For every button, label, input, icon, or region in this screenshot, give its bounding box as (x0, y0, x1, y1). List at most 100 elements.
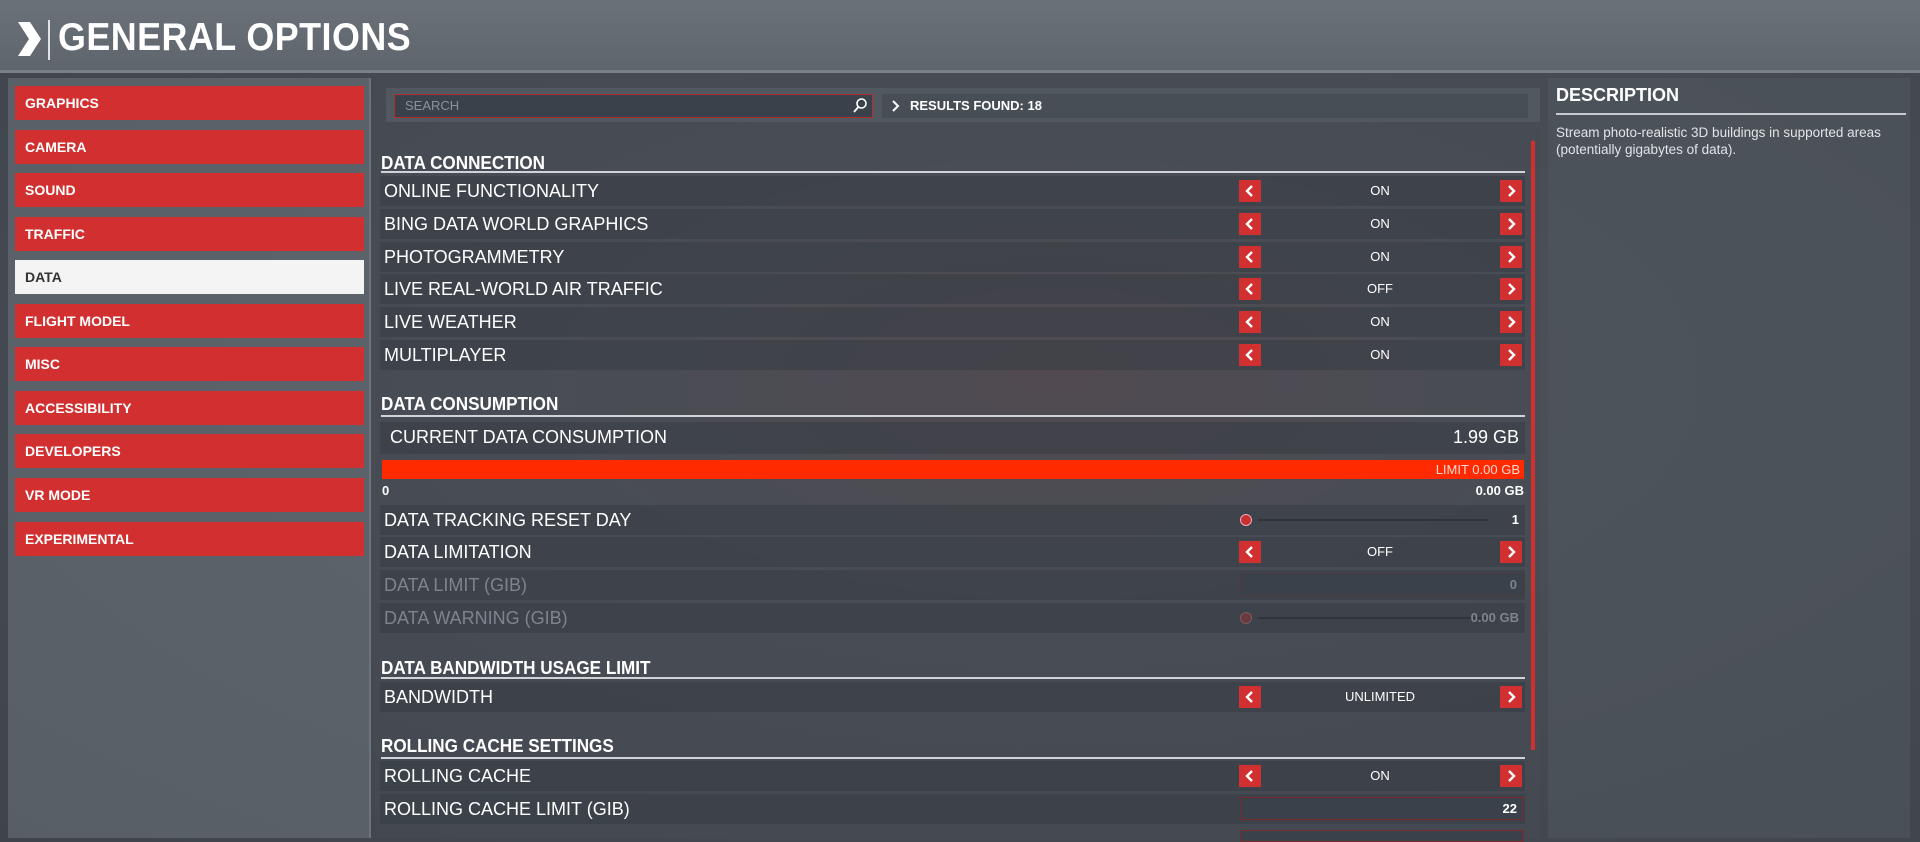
setting-row-live-weather: LIVE WEATHER ON (380, 307, 1525, 337)
chevron-left-icon (1245, 691, 1253, 703)
setting-label: MULTIPLAYER (384, 345, 507, 365)
chevron-left-icon (1245, 316, 1253, 328)
previous-option-button[interactable] (1239, 246, 1261, 268)
number-input[interactable] (1240, 830, 1524, 842)
sidebar-item-camera[interactable]: CAMERA (15, 130, 364, 164)
scrollbar[interactable] (1531, 141, 1535, 750)
setting-label: DATA TRACKING RESET DAY (384, 510, 632, 530)
sidebar-item-graphics[interactable]: GRAPHICS (15, 86, 364, 120)
setting-label: DATA LIMITATION (384, 542, 532, 562)
setting-value: ON (1370, 347, 1390, 362)
setting-row-data-limit-gib: DATA LIMIT (GIB) 0 (380, 570, 1525, 600)
chevron-right-icon (1508, 316, 1516, 328)
setting-value: ON (1370, 183, 1390, 198)
setting-row-photogrammetry: PHOTOGRAMMETRY ON (380, 242, 1525, 272)
previous-option-button[interactable] (1239, 686, 1261, 708)
setting-label: LIVE WEATHER (384, 312, 517, 332)
slider-track[interactable] (1258, 519, 1488, 521)
setting-value: ON (1370, 249, 1390, 264)
chevron-left-icon (1245, 185, 1253, 197)
previous-option-button[interactable] (1239, 213, 1261, 235)
setting-row-rolling-cache-limit-gib: ROLLING CACHE LIMIT (GIB) 22 (380, 794, 1525, 824)
previous-option-button[interactable] (1239, 765, 1261, 787)
setting-row-current-data-consumption: CURRENT DATA CONSUMPTION 1.99 GB (380, 422, 1525, 454)
next-option-button[interactable] (1500, 278, 1522, 300)
search-input[interactable]: SEARCH (394, 94, 873, 118)
divider (1556, 113, 1906, 115)
previous-option-button[interactable] (1239, 180, 1261, 202)
chevron-right-icon (1508, 349, 1516, 361)
chevron-right-icon (1508, 691, 1516, 703)
setting-label: ROLLING CACHE (384, 766, 532, 786)
next-option-button[interactable] (1500, 246, 1522, 268)
previous-option-button[interactable] (1239, 311, 1261, 333)
next-option-button[interactable] (1500, 180, 1522, 202)
setting-value: ON (1370, 314, 1390, 329)
sidebar-item-misc[interactable]: MISC (15, 347, 364, 381)
number-input[interactable]: 22 (1240, 797, 1524, 820)
setting-label: ROLLING CACHE LIMIT (GIB) (384, 799, 630, 819)
chevron-right-icon (1508, 251, 1516, 263)
divider (48, 20, 50, 60)
sidebar-item-traffic[interactable]: TRAFFIC (15, 217, 364, 251)
section-divider (381, 757, 1525, 759)
section-title: ROLLING CACHE SETTINGS (381, 736, 614, 756)
sidebar-item-flight-model[interactable]: FLIGHT MODEL (15, 304, 364, 338)
chevron-left-icon (1245, 546, 1253, 558)
sidebar-item-experimental[interactable]: EXPERIMENTAL (15, 522, 364, 556)
search-icon[interactable] (852, 97, 868, 115)
setting-value: UNLIMITED (1344, 689, 1416, 704)
sidebar-item-sound[interactable]: SOUND (15, 173, 364, 207)
setting-row-rolling-cache: ROLLING CACHE ON (380, 761, 1525, 791)
chevron-left-icon (1245, 770, 1253, 782)
data-consumption-bar: LIMIT 0.00 GB (382, 460, 1524, 479)
slider-handle[interactable] (1240, 612, 1252, 624)
slider-value: 1 (1511, 512, 1519, 527)
limit-label: LIMIT 0.00 GB (1435, 462, 1520, 477)
sidebar-item-data[interactable]: DATA (15, 260, 364, 294)
number-input[interactable]: 0 (1240, 573, 1524, 596)
consumption-value: 1.99 GB (1452, 427, 1519, 447)
previous-option-button[interactable] (1239, 344, 1261, 366)
next-option-button[interactable] (1500, 765, 1522, 787)
setting-row-bing-data-world-graphics: BING DATA WORLD GRAPHICS ON (380, 209, 1525, 239)
sidebar-item-vr-mode[interactable]: VR MODE (15, 478, 364, 512)
next-option-button[interactable] (1500, 311, 1522, 333)
setting-label: LIVE REAL-WORLD AIR TRAFFIC (384, 279, 663, 299)
next-option-button[interactable] (1500, 541, 1522, 563)
bar-min-label: 0 (382, 483, 390, 498)
setting-row-data-warning-gib: DATA WARNING (GIB) 0.00 GB (380, 603, 1525, 633)
setting-row-data-limitation: DATA LIMITATION OFF (380, 537, 1525, 567)
setting-value: OFF (1367, 544, 1393, 559)
results-count: RESULTS FOUND: 18 (882, 94, 1528, 118)
chevron-right-icon (1508, 546, 1516, 558)
chevron-right-icon (1508, 185, 1516, 197)
bar-max-label: 0.00 GB (1475, 483, 1524, 498)
chevron-right-icon (892, 100, 900, 112)
chevron-right-icon (18, 22, 41, 56)
next-option-button[interactable] (1500, 344, 1522, 366)
chevron-right-icon (1508, 218, 1516, 230)
setting-row-online-functionality: ONLINE FUNCTIONALITY ON (380, 176, 1525, 206)
chevron-left-icon (1245, 349, 1253, 361)
next-option-button[interactable] (1500, 213, 1522, 235)
setting-label: BING DATA WORLD GRAPHICS (384, 214, 649, 234)
setting-label: CURRENT DATA CONSUMPTION (390, 427, 668, 447)
sidebar-item-developers[interactable]: DEVELOPERS (15, 434, 364, 468)
slider-handle[interactable] (1240, 514, 1252, 526)
sidebar-item-accessibility[interactable]: ACCESSIBILITY (15, 391, 364, 425)
next-option-button[interactable] (1500, 686, 1522, 708)
previous-option-button[interactable] (1239, 541, 1261, 563)
slider-track[interactable] (1258, 617, 1488, 619)
section-title: DATA CONSUMPTION (381, 394, 559, 414)
section-divider (381, 677, 1525, 679)
setting-label: BANDWIDTH (384, 687, 493, 707)
chevron-left-icon (1245, 218, 1253, 230)
chevron-right-icon (1508, 770, 1516, 782)
section-title: DATA CONNECTION (381, 153, 546, 173)
previous-option-button[interactable] (1239, 278, 1261, 300)
page-title: GENERAL OPTIONS (58, 16, 412, 59)
setting-row-data-tracking-reset-day: DATA TRACKING RESET DAY 1 (380, 505, 1525, 535)
section-divider (381, 415, 1525, 417)
setting-label: ONLINE FUNCTIONALITY (384, 181, 600, 201)
